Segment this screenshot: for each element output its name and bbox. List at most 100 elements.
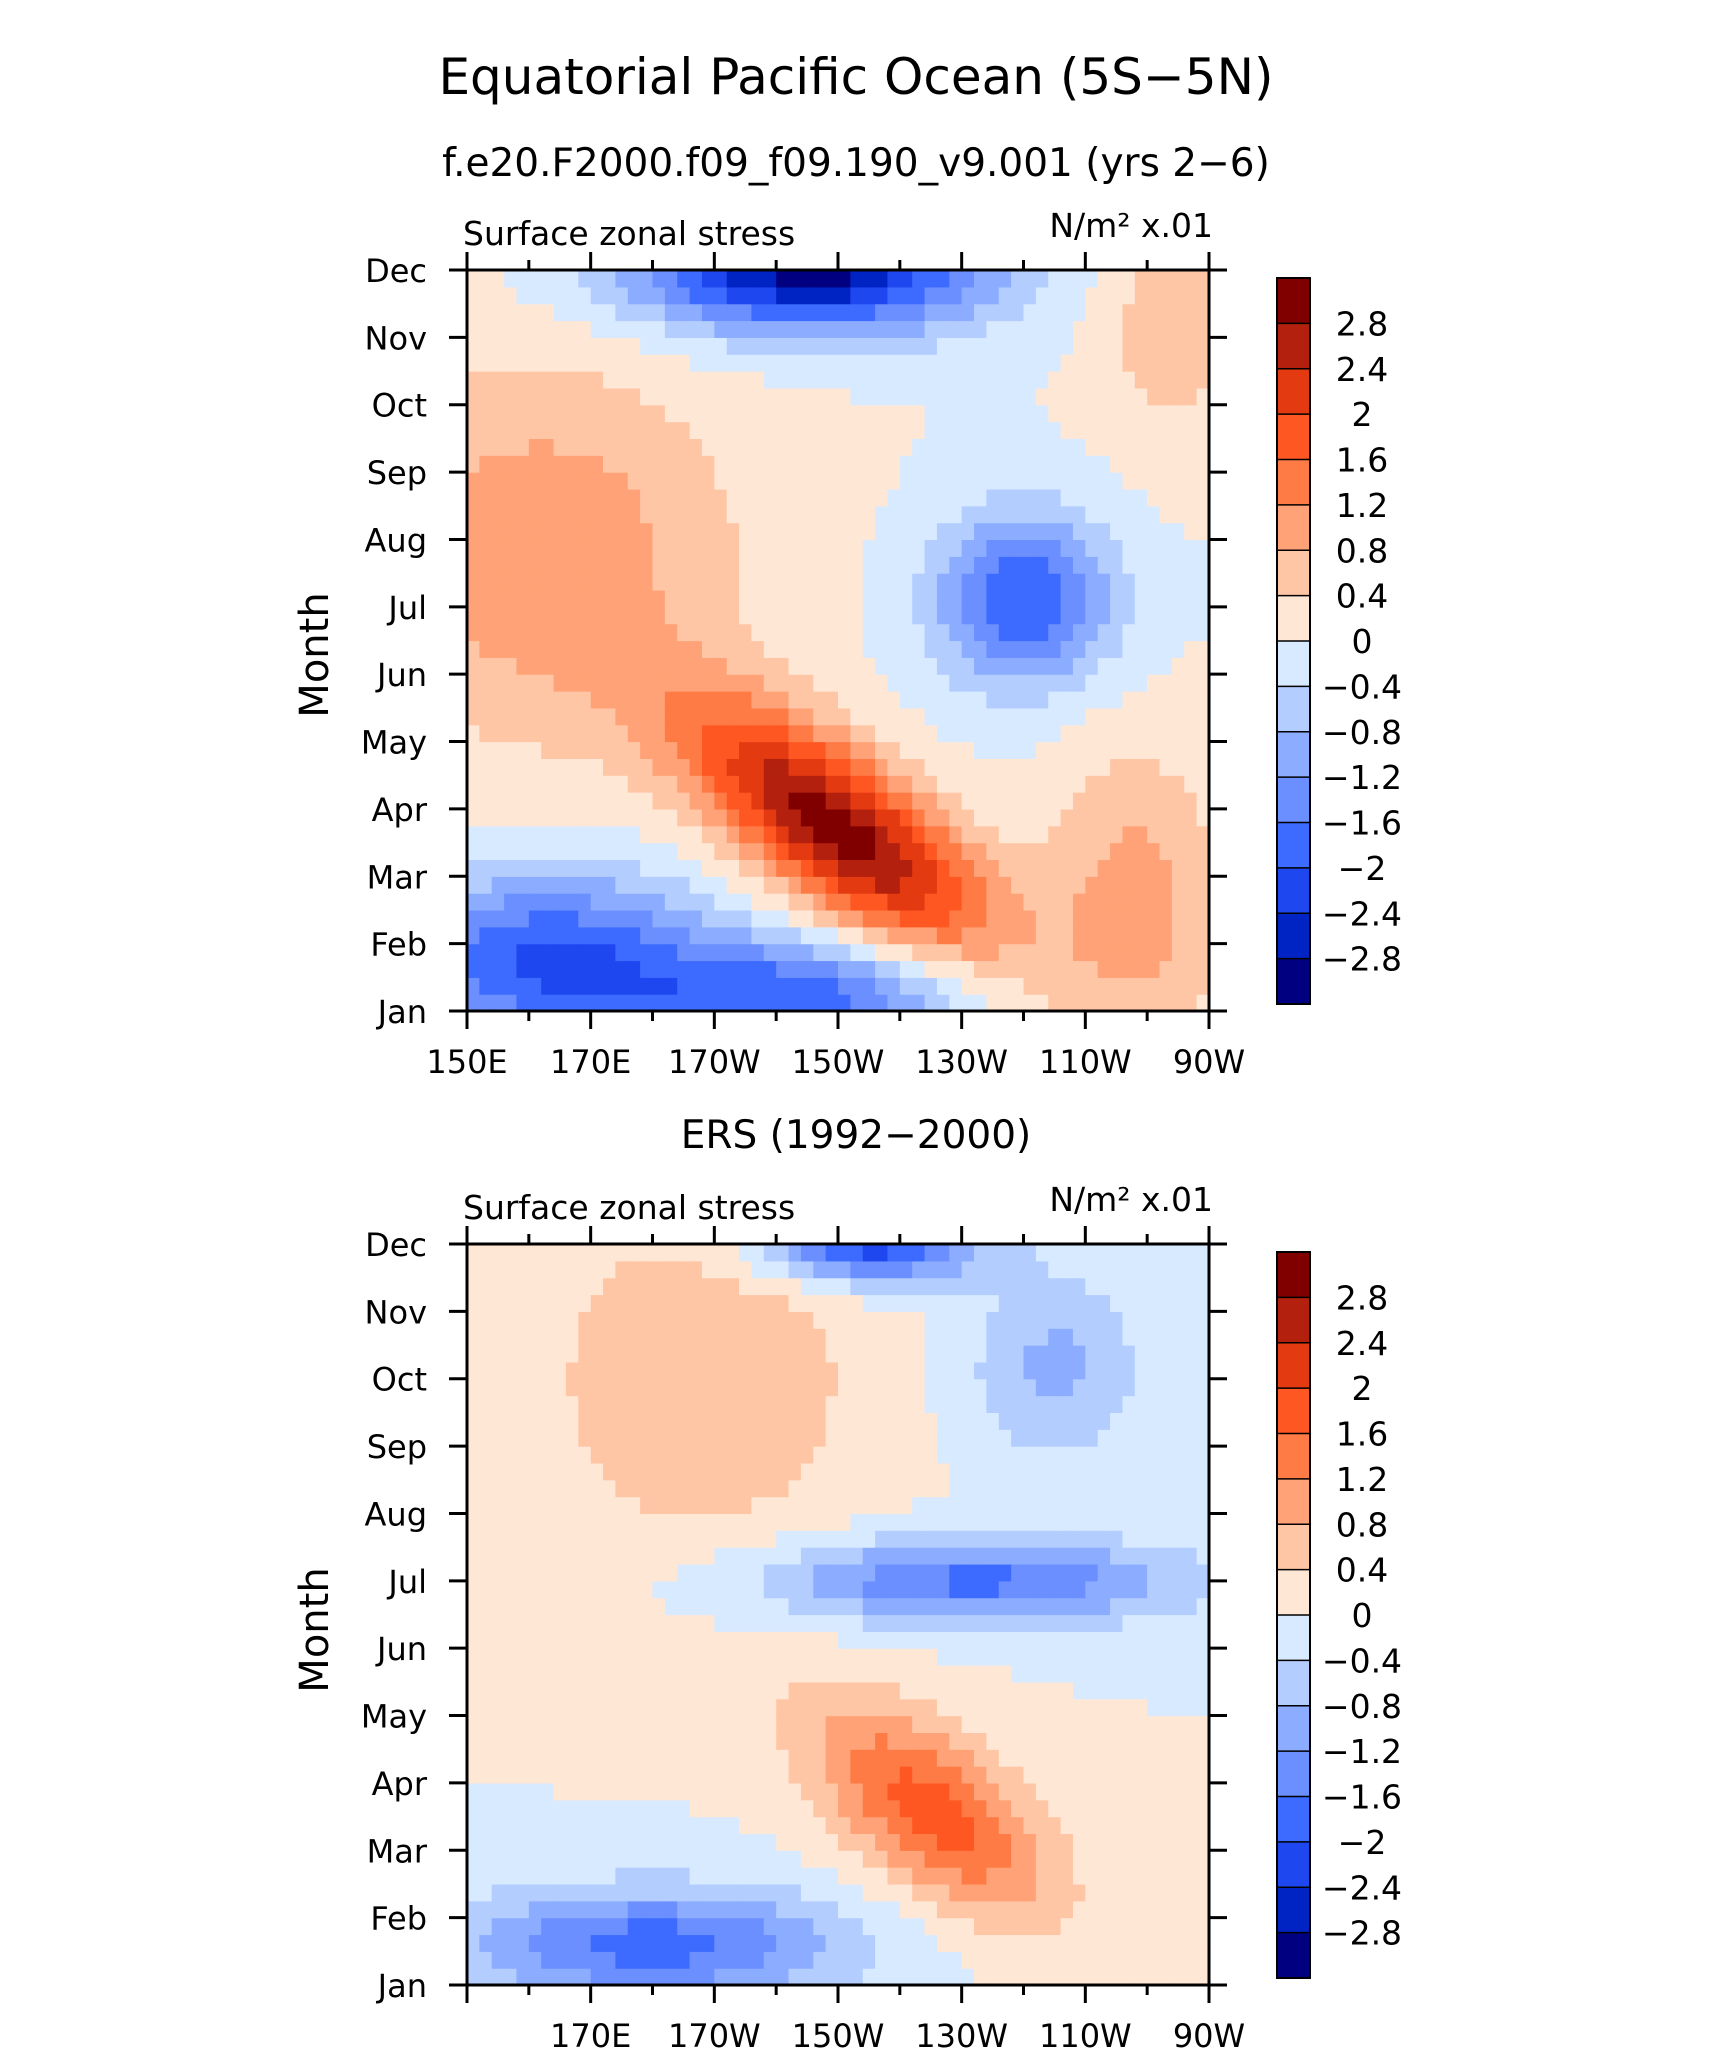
heatmap-cell bbox=[912, 1328, 926, 1346]
heatmap-cell bbox=[726, 909, 740, 928]
heatmap-cell bbox=[825, 488, 839, 507]
heatmap-cell bbox=[924, 1698, 938, 1717]
heatmap-cell bbox=[1184, 657, 1198, 675]
heatmap-cell bbox=[924, 472, 938, 490]
heatmap-cell bbox=[936, 1513, 950, 1531]
heatmap-cell bbox=[603, 1597, 616, 1616]
heatmap-cell bbox=[974, 859, 987, 877]
heatmap-cell bbox=[701, 909, 715, 928]
heatmap-cell bbox=[763, 438, 777, 456]
heatmap-cell bbox=[763, 1900, 777, 1919]
heatmap-cell bbox=[1011, 1850, 1025, 1868]
heatmap-cell bbox=[800, 1681, 814, 1700]
heatmap-cell bbox=[875, 1395, 889, 1414]
heatmap-cell bbox=[578, 960, 592, 978]
heatmap-cell bbox=[1072, 1328, 1086, 1346]
heatmap-cell bbox=[491, 792, 505, 810]
heatmap-cell bbox=[1023, 1799, 1037, 1818]
heatmap-cell bbox=[1184, 691, 1198, 709]
heatmap-cell bbox=[800, 438, 814, 456]
heatmap-cell bbox=[1097, 556, 1111, 574]
heatmap-cell bbox=[528, 1968, 542, 1986]
heatmap-cell bbox=[899, 1968, 913, 1986]
heatmap-cell bbox=[936, 1816, 950, 1835]
heatmap-cell bbox=[986, 859, 1000, 877]
heatmap-cell bbox=[825, 741, 839, 759]
heatmap-cell bbox=[998, 1328, 1012, 1346]
heatmap-cell bbox=[838, 522, 851, 541]
x-tick-label: 150W bbox=[792, 1043, 885, 1081]
heatmap-cell bbox=[924, 539, 938, 557]
heatmap-cell bbox=[1048, 1917, 1062, 1936]
heatmap-cell bbox=[1110, 893, 1124, 911]
heatmap-cell bbox=[850, 1799, 864, 1818]
heatmap-cell bbox=[677, 926, 691, 945]
heatmap-cell bbox=[1085, 488, 1099, 507]
heatmap-cell bbox=[491, 1563, 505, 1582]
heatmap-cell bbox=[1147, 337, 1161, 355]
heatmap-cell bbox=[813, 876, 827, 894]
heatmap-cell bbox=[578, 337, 592, 355]
heatmap-cell bbox=[936, 573, 950, 591]
heatmap-cell bbox=[689, 455, 703, 473]
heatmap-cell bbox=[528, 270, 542, 288]
heatmap-cell bbox=[467, 1698, 480, 1717]
heatmap-cell bbox=[1147, 371, 1161, 389]
heatmap-cell bbox=[1060, 556, 1074, 574]
heatmap-cell bbox=[504, 606, 518, 625]
heatmap-cell bbox=[924, 724, 938, 743]
heatmap-cell bbox=[726, 539, 740, 557]
heatmap-cell bbox=[640, 1850, 654, 1868]
heatmap-cell bbox=[467, 371, 480, 389]
heatmap-cell bbox=[887, 1462, 901, 1481]
heatmap-cell bbox=[479, 1816, 493, 1835]
heatmap-cell bbox=[677, 1530, 691, 1548]
heatmap-cell bbox=[788, 1883, 802, 1902]
heatmap-cell bbox=[887, 1361, 901, 1380]
heatmap-cell bbox=[726, 1917, 740, 1936]
heatmap-cell bbox=[788, 1867, 802, 1885]
heatmap-cell bbox=[1048, 1614, 1062, 1632]
heatmap-cell bbox=[479, 1883, 493, 1902]
heatmap-cell bbox=[788, 842, 802, 861]
heatmap-cell bbox=[726, 421, 740, 440]
heatmap-cell bbox=[1072, 1968, 1086, 1986]
x-tick-label: 170W bbox=[668, 1043, 761, 1081]
heatmap-cell bbox=[998, 808, 1012, 827]
heatmap-cell bbox=[850, 1547, 864, 1565]
heatmap-cell bbox=[974, 1917, 987, 1936]
heatmap-cell bbox=[640, 1934, 654, 1952]
heatmap-cell bbox=[936, 1665, 950, 1683]
heatmap-cell bbox=[912, 909, 926, 928]
heatmap-cell bbox=[479, 977, 493, 995]
heatmap-cell bbox=[862, 893, 876, 911]
heatmap-cell bbox=[1023, 691, 1037, 709]
heatmap-cell bbox=[578, 1597, 592, 1616]
heatmap-cell bbox=[664, 1395, 678, 1414]
heatmap-cell bbox=[961, 859, 975, 877]
heatmap-cell bbox=[800, 926, 814, 945]
heatmap-cell bbox=[627, 1345, 641, 1363]
heatmap-cell bbox=[528, 286, 542, 305]
heatmap-cell bbox=[776, 1833, 790, 1851]
heatmap-cell bbox=[751, 1833, 765, 1851]
heatmap-cell bbox=[862, 1715, 876, 1733]
heatmap-cell bbox=[739, 1395, 753, 1414]
heatmap-cell bbox=[899, 1816, 913, 1835]
heatmap-cell bbox=[936, 1732, 950, 1750]
heatmap-cell bbox=[627, 1614, 641, 1632]
heatmap-cell bbox=[974, 1530, 987, 1548]
heatmap-cell bbox=[664, 1412, 678, 1430]
heatmap-cell bbox=[850, 337, 864, 355]
heatmap-cell bbox=[1072, 1799, 1086, 1818]
heatmap-cell bbox=[912, 589, 926, 608]
heatmap-cell bbox=[541, 1766, 555, 1784]
heatmap-cell bbox=[726, 1631, 740, 1649]
heatmap-cell bbox=[1048, 1850, 1062, 1868]
heatmap-cell bbox=[899, 1580, 913, 1599]
heatmap-cell bbox=[627, 1934, 641, 1952]
heatmap-cell bbox=[541, 758, 555, 776]
heatmap-cell bbox=[825, 438, 839, 456]
heatmap-cell bbox=[974, 657, 987, 675]
heatmap-cell bbox=[640, 472, 654, 490]
